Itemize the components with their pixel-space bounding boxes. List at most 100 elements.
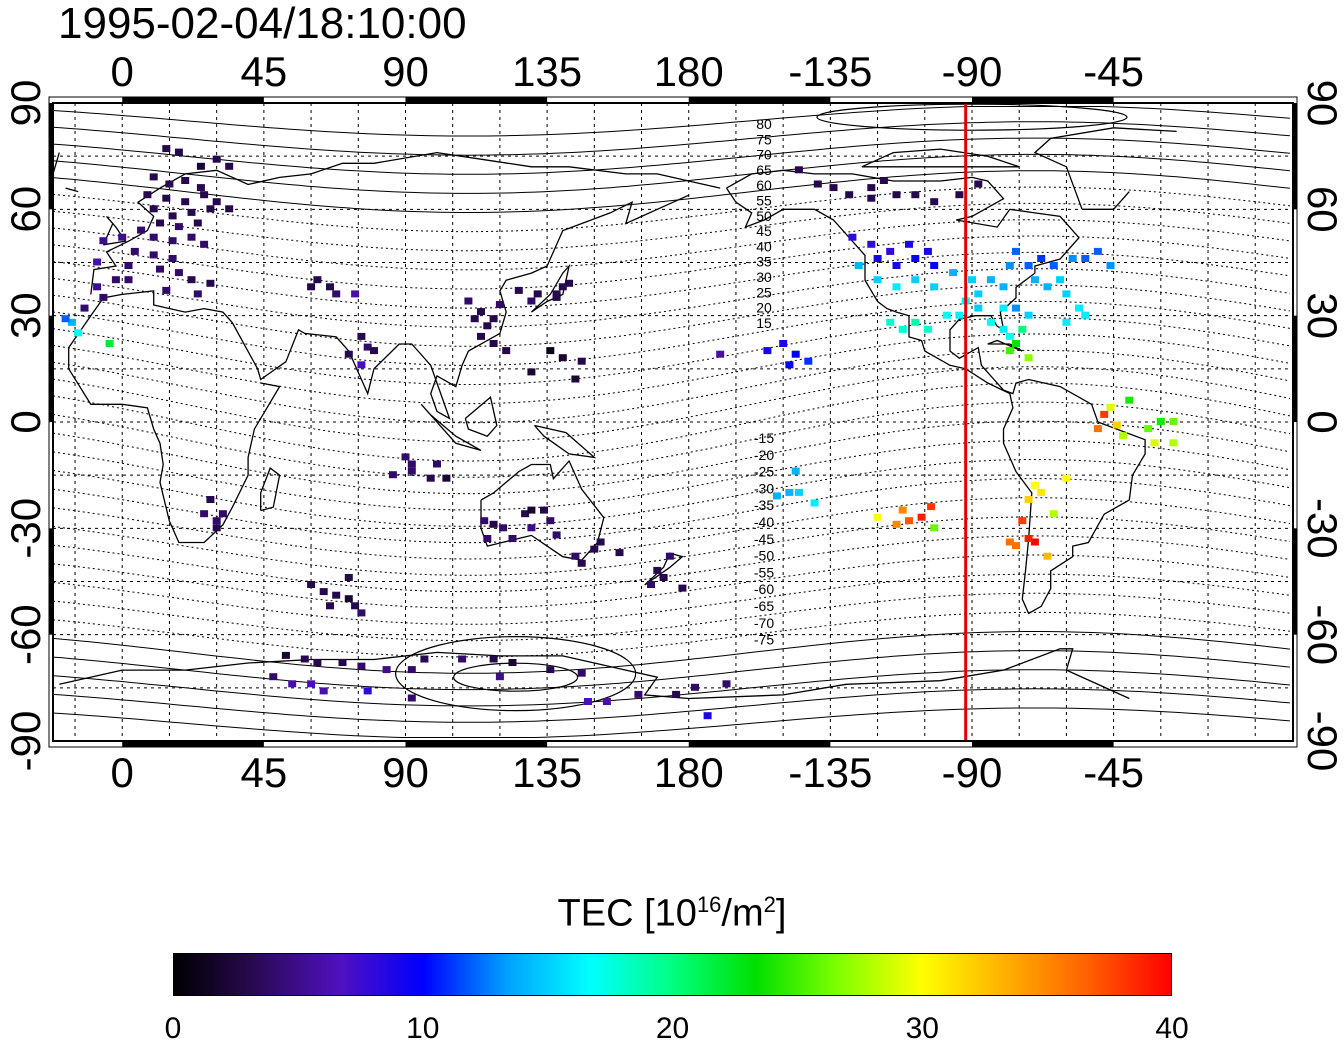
mlat-contour <box>53 535 1290 593</box>
tec-point <box>93 283 102 291</box>
mlat-contour <box>53 401 1290 478</box>
tec-point <box>206 496 215 503</box>
tec-point <box>558 283 567 291</box>
tec-point <box>363 687 372 695</box>
tec-point <box>502 347 511 355</box>
axis-bar-left <box>49 528 53 635</box>
tec-point <box>930 524 939 532</box>
mlat-contour <box>53 382 1291 462</box>
contour-label: -40 <box>754 514 774 530</box>
tec-point <box>1125 396 1134 404</box>
tec-point <box>615 549 624 557</box>
tec-point <box>1062 290 1071 298</box>
tec-point <box>829 184 838 192</box>
tec-point <box>212 517 221 525</box>
tec-colorbar <box>173 953 1172 996</box>
tec-point <box>1024 262 1033 269</box>
tec-point <box>813 180 822 188</box>
tec-point <box>187 208 196 216</box>
tec-point <box>886 247 895 255</box>
tec-point <box>124 262 133 269</box>
tec-point <box>804 357 813 365</box>
tec-point <box>1037 488 1046 496</box>
map-title: 1995-02-04/18:10:00 <box>58 0 467 48</box>
tec-point <box>483 322 492 330</box>
coastline <box>480 459 605 561</box>
tec-point <box>1043 283 1052 291</box>
tec-point <box>772 492 781 500</box>
tec-point <box>911 318 920 326</box>
tec-point <box>196 162 205 170</box>
mlat-contour <box>53 688 1290 723</box>
tec-point <box>986 276 995 284</box>
tec-point <box>118 233 127 241</box>
tec-point <box>898 325 907 333</box>
tec-point <box>407 694 416 702</box>
mlat-contour <box>53 631 1290 674</box>
tec-point <box>552 293 561 301</box>
y-tick-label-left: 30 <box>2 292 49 339</box>
tec-point <box>162 194 171 202</box>
tec-point <box>791 350 800 358</box>
tec-point <box>344 350 353 358</box>
mlat-contour <box>53 459 1290 527</box>
tec-point <box>1156 418 1165 425</box>
contour-label: 15 <box>756 315 772 331</box>
tec-point <box>200 510 209 518</box>
tec-point <box>1037 255 1046 262</box>
mlat-contour <box>53 137 1290 175</box>
contour-label: 70 <box>756 147 772 163</box>
x-tick-label-top: 45 <box>241 48 288 95</box>
coastline <box>90 151 721 295</box>
tec-point <box>974 290 983 298</box>
tec-point <box>489 340 498 347</box>
tec-point <box>332 591 341 599</box>
tec-point <box>174 269 183 277</box>
tec-point <box>854 262 863 269</box>
tec-point <box>388 471 397 479</box>
axis-bar-top <box>688 97 831 103</box>
tec-point <box>1056 276 1065 284</box>
tec-point <box>596 538 605 546</box>
tec-point <box>187 233 196 241</box>
tec-point <box>867 194 876 202</box>
tec-point <box>489 520 498 528</box>
tec-point <box>187 276 196 284</box>
tec-point <box>307 283 316 291</box>
x-tick-label-bottom: -90 <box>942 749 1003 796</box>
tec-point <box>480 517 489 525</box>
x-tick-label-bottom: 90 <box>382 749 429 796</box>
axis-bar-top <box>405 97 548 103</box>
tec-point <box>137 226 146 234</box>
contour-label: -25 <box>754 464 774 480</box>
tec-point <box>791 467 800 475</box>
tec-point <box>80 304 89 312</box>
coastline <box>68 194 689 544</box>
tec-point <box>879 177 888 184</box>
tec-point <box>174 148 183 156</box>
tec-point <box>370 347 378 355</box>
coastline <box>66 188 1180 195</box>
axis-bar-bottom <box>122 741 264 747</box>
tec-point <box>149 173 158 181</box>
tec-point <box>489 655 498 663</box>
tec-point <box>196 184 205 192</box>
axis-bar-top <box>971 97 1114 103</box>
plot-border <box>52 102 1294 742</box>
tec-point <box>923 325 932 333</box>
tec-point <box>1012 304 1020 312</box>
tec-point <box>716 350 725 358</box>
tec-point <box>495 673 504 681</box>
mlat-contour <box>53 349 1290 424</box>
tec-point <box>407 467 416 475</box>
tec-point <box>149 251 158 259</box>
tec-point <box>867 184 876 192</box>
tec-point <box>162 286 171 294</box>
y-tick-label-right: -30 <box>1299 498 1344 559</box>
mlat-contour <box>53 235 1290 290</box>
mlat-contour <box>53 333 1290 405</box>
mlat-contour <box>53 554 1290 609</box>
x-tick-label-top: 135 <box>512 48 582 95</box>
coastline <box>725 169 1146 615</box>
y-tick-label-left: 60 <box>2 186 49 233</box>
